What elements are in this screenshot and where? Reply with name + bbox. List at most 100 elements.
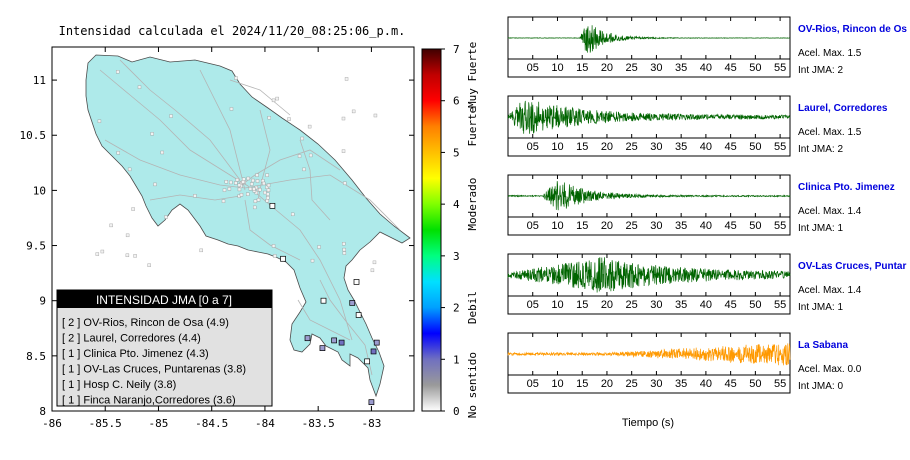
waveform-tick-label: 10 <box>551 141 563 153</box>
waveform-panels: 05 10 15 20 25 30 35 40 45 50 55 OV-Rios, Rincon de… <box>507 16 907 394</box>
legend-item: [ 1 ] OV-Las Cruces, Puntarenas (3.8) <box>62 364 246 376</box>
waveform-tick-label: 15 <box>576 62 588 74</box>
road <box>244 199 301 261</box>
waveform-tick-label: 50 <box>749 141 761 153</box>
town-marker <box>249 182 254 186</box>
colorbar-category-label: Muy Fuerte <box>466 42 479 108</box>
town-marker <box>164 215 168 219</box>
waveform-annotation: Int JMA: 2 <box>798 144 843 155</box>
station-marker <box>373 339 380 346</box>
town-marker <box>373 113 378 118</box>
town-marker <box>266 196 270 200</box>
legend-title: INTENSIDAD JMA [0 a 7] <box>96 293 232 307</box>
colorbar-category-label: Moderado <box>466 178 479 231</box>
town-marker <box>342 242 346 246</box>
waveform-tick-label: 05 <box>527 141 539 153</box>
town-marker <box>224 180 229 184</box>
town-marker <box>100 249 105 254</box>
waveform-tick-label: 45 <box>725 299 737 311</box>
intensity-legend: INTENSIDAD JMA [0 a 7] [ 2 ] OV-Rios, Ri… <box>56 289 273 407</box>
waveform-x-axis-label: Tiempo (s) <box>622 417 674 429</box>
waveform-tick-label: 15 <box>576 141 588 153</box>
waveform-tick-label: 35 <box>675 141 687 153</box>
town-marker <box>125 253 130 258</box>
waveform-frame <box>507 16 791 78</box>
waveform-panel: 05 10 15 20 25 30 35 40 45 50 55 Clinica Pto. Jimen… <box>507 174 895 236</box>
town-marker <box>343 181 347 185</box>
map-x-tick-label: -83 <box>361 417 381 430</box>
town-marker <box>300 136 304 141</box>
waveform-trace <box>507 100 791 134</box>
town-marker <box>97 119 102 123</box>
waveform-tick-label: 55 <box>774 220 786 232</box>
colorbar-tick-label: 3 <box>453 250 460 263</box>
map-x-tick-label: -86 <box>42 417 62 430</box>
station-marker <box>353 279 360 285</box>
waveform-tick-label: 55 <box>774 141 786 153</box>
waveform-tick-label: 55 <box>774 62 786 74</box>
colorbar-category-label: Debil <box>466 291 479 324</box>
map-y-tick-label: 10 <box>33 184 46 197</box>
station-marker <box>280 255 286 262</box>
waveform-tick-label: 55 <box>774 299 786 311</box>
waveform-station-title: Laurel, Corredores <box>798 103 888 114</box>
town-marker <box>344 77 349 81</box>
town-marker <box>372 260 377 265</box>
town-marker <box>153 182 157 187</box>
town-marker <box>273 254 277 258</box>
waveform-tick-label: 20 <box>601 141 613 153</box>
map-y-tick-label: 8.5 <box>26 350 46 363</box>
legend-background <box>56 289 273 407</box>
waveform-tick-label: 50 <box>749 378 761 390</box>
map-y-tick-label: 9 <box>39 295 46 308</box>
waveform-tick-label: 25 <box>626 141 638 153</box>
map-y-tick-label: 10.5 <box>20 129 47 142</box>
legend-title-bar <box>57 290 272 308</box>
waveform-tick-label: 20 <box>601 299 613 311</box>
town-marker <box>193 194 197 198</box>
waveform-tick-label: 35 <box>675 378 687 390</box>
town-marker <box>265 173 269 177</box>
town-marker <box>95 252 100 256</box>
colorbar-category-label: Fuerte <box>466 107 479 147</box>
town-marker <box>252 187 256 191</box>
waveform-station-title: OV-Rios, Rincon de Os <box>798 24 907 35</box>
town-marker <box>287 117 291 121</box>
waveform-trace <box>507 257 791 293</box>
town-marker <box>150 132 154 136</box>
town-marker <box>227 187 232 191</box>
map-title: Intensidad calculada el 2024/11/20_08:25… <box>59 24 406 38</box>
town-marker <box>263 190 267 195</box>
station-marker <box>364 358 371 365</box>
waveform-tick-label: 45 <box>725 220 737 232</box>
legend-item: [ 2 ] Laurel, Corredores (4.4) <box>62 333 201 345</box>
waveform-tick-label: 50 <box>749 220 761 232</box>
town-marker <box>253 205 257 210</box>
town-marker <box>251 178 255 183</box>
town-marker <box>127 167 132 172</box>
colorbar-tick-label: 6 <box>453 95 460 108</box>
map-x-tick-label: -85.5 <box>89 417 122 430</box>
waveform-trace <box>507 25 791 53</box>
town-marker <box>255 173 259 177</box>
colorbar-gradient <box>421 48 442 412</box>
road <box>229 79 291 116</box>
waveform-station-title: La Sabana <box>798 340 848 351</box>
waveform-tick-label: 05 <box>527 62 539 74</box>
town-marker <box>341 116 346 121</box>
colorbar-tick-label: 4 <box>453 198 460 211</box>
intensity-colorbar: 0 1 2 3 4 5 6 7 No sentido Debil Moderado FuerteMu… <box>421 42 479 418</box>
map-y-tick-label: 11 <box>33 74 46 87</box>
colorbar-tick-label: 5 <box>453 146 460 159</box>
town-marker <box>253 199 258 203</box>
waveform-tick-label: 45 <box>725 141 737 153</box>
town-marker <box>255 179 260 183</box>
waveform-panel: 05 10 15 20 25 30 35 40 45 50 55 Laurel, Corredores… <box>507 95 888 157</box>
waveform-tick-label: 30 <box>650 220 662 232</box>
waveform-tick-label: 05 <box>527 378 539 390</box>
waveform-trace <box>507 343 791 366</box>
town-marker <box>199 248 203 253</box>
waveform-tick-label: 20 <box>601 62 613 74</box>
town-marker <box>307 124 312 129</box>
